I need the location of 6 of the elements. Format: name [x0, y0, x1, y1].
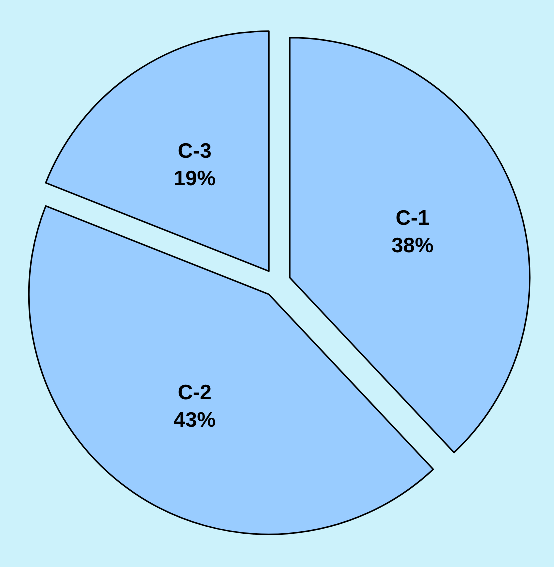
slice-label: C-3 — [178, 140, 212, 164]
data-label: 43% — [174, 408, 216, 432]
data-label: 38% — [392, 234, 434, 258]
slice-label: C-1 — [396, 207, 430, 230]
data-label: 19% — [174, 167, 216, 190]
slice-label: C-2 — [178, 382, 212, 405]
